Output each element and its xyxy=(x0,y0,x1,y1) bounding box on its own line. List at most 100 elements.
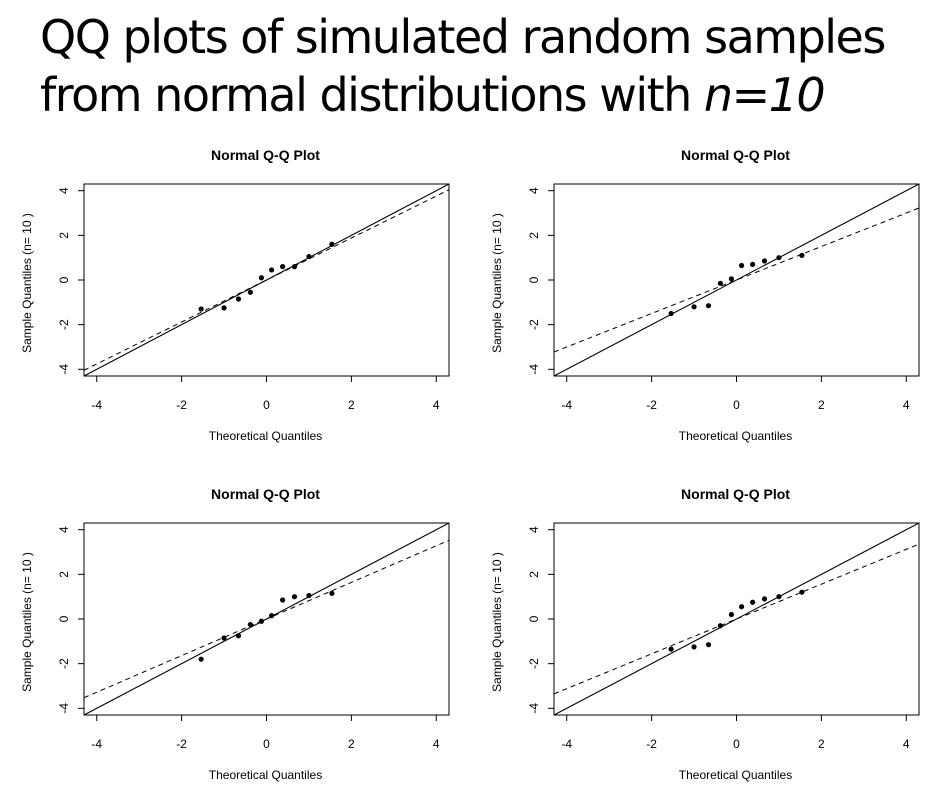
data-point xyxy=(717,623,723,629)
slide-title-line-1: QQ plots of simulated random samples xyxy=(40,10,886,64)
reference-line-dashed xyxy=(84,189,449,371)
x-tick-label: 0 xyxy=(263,737,270,751)
y-tick-label: 2 xyxy=(527,571,541,578)
plot-title: Normal Q-Q Plot xyxy=(211,147,320,163)
data-point xyxy=(691,644,697,650)
y-tick-label: 0 xyxy=(57,615,71,622)
plot-title: Normal Q-Q Plot xyxy=(681,486,790,502)
y-tick-label: -4 xyxy=(527,364,541,375)
data-point xyxy=(776,594,782,600)
data-point xyxy=(738,604,745,610)
y-tick-label: 0 xyxy=(527,615,541,622)
data-point xyxy=(728,611,735,618)
y-tick-label: 4 xyxy=(527,187,541,194)
data-point xyxy=(198,306,204,312)
y-tick-label: -4 xyxy=(527,703,541,714)
x-tick-label: 4 xyxy=(903,737,910,751)
y-axis-label: Sample Quantiles (n= 10 ) xyxy=(20,552,34,692)
data-point xyxy=(235,633,242,639)
data-point xyxy=(761,596,768,602)
data-point xyxy=(705,642,712,648)
qq-plot-panel-3: Normal Q-Q Plot -4 -2 0 2 4 -4 -2 0 2 4 Theoretical… xyxy=(20,486,450,782)
y-tick-label: -2 xyxy=(57,319,71,330)
x-tick-label: -4 xyxy=(91,737,102,751)
data-point xyxy=(799,252,805,259)
data-point xyxy=(329,590,335,596)
data-point xyxy=(705,303,712,309)
data-point xyxy=(761,258,768,264)
data-point xyxy=(306,253,312,260)
x-tick-label: -2 xyxy=(176,398,187,412)
y-tick-label: 4 xyxy=(57,187,71,194)
slide-title-line-2: from normal distributions with n=10 xyxy=(40,66,940,124)
data-point xyxy=(306,592,312,599)
data-point xyxy=(717,280,723,286)
x-tick-label: 0 xyxy=(733,398,740,412)
data-point xyxy=(329,241,335,247)
data-point xyxy=(750,261,756,267)
data-point xyxy=(668,646,674,652)
data-point xyxy=(235,296,242,302)
data-point xyxy=(247,289,253,295)
x-tick-label: 2 xyxy=(348,398,355,412)
data-point xyxy=(221,635,227,641)
data-point xyxy=(799,589,805,595)
x-tick-label: 0 xyxy=(733,737,740,751)
plot-title: Normal Q-Q Plot xyxy=(211,486,320,502)
y-tick-label: 2 xyxy=(527,232,541,239)
x-tick-label: -2 xyxy=(646,737,657,751)
y-tick-label: 4 xyxy=(527,526,541,533)
plot-title: Normal Q-Q Plot xyxy=(681,147,790,163)
x-axis-label: Theoretical Quantiles xyxy=(679,768,792,782)
x-tick-label: -2 xyxy=(646,398,657,412)
slide-title-emphasis: n=10 xyxy=(703,68,826,122)
y-axis-label: Sample Quantiles (n= 10 ) xyxy=(490,552,504,692)
x-tick-label: 4 xyxy=(903,398,910,412)
data-point xyxy=(258,275,265,281)
y-tick-label: -2 xyxy=(57,658,71,669)
reference-line-solid xyxy=(84,184,449,376)
data-point xyxy=(738,262,745,269)
data-point xyxy=(668,310,674,317)
y-axis-label: Sample Quantiles (n= 10 ) xyxy=(20,213,34,353)
data-point xyxy=(247,621,253,628)
x-tick-label: 0 xyxy=(263,398,270,412)
x-tick-label: -4 xyxy=(561,737,572,751)
reference-line-solid xyxy=(554,184,919,376)
x-tick-label: -4 xyxy=(91,398,102,412)
x-tick-label: 2 xyxy=(818,737,825,751)
x-axis-label: Theoretical Quantiles xyxy=(209,429,322,443)
y-tick-label: 2 xyxy=(57,232,71,239)
reference-line-dashed xyxy=(554,543,919,695)
reference-line-dashed xyxy=(554,207,919,353)
data-point xyxy=(268,267,275,273)
slide-title: QQ plots of simulated random samples fro… xyxy=(40,8,940,124)
y-tick-label: -2 xyxy=(527,319,541,330)
y-tick-label: -2 xyxy=(527,658,541,669)
qq-plot-panel-1: Normal Q-Q Plot -4 -2 0 2 4 -4 -2 0 2 4 Theoretical… xyxy=(20,147,450,443)
x-tick-label: 2 xyxy=(818,398,825,412)
y-tick-label: -4 xyxy=(57,364,71,375)
data-point xyxy=(280,264,286,270)
y-tick-label: 0 xyxy=(527,276,541,283)
y-tick-label: 0 xyxy=(57,276,71,283)
slide-title-line-2-prefix: from normal distributions with xyxy=(40,68,704,122)
y-tick-label: 4 xyxy=(57,526,71,533)
reference-line-solid xyxy=(554,523,919,715)
data-point xyxy=(280,597,286,603)
data-point xyxy=(728,276,735,282)
data-point xyxy=(776,255,782,261)
x-tick-label: -4 xyxy=(561,398,572,412)
data-point xyxy=(291,264,298,270)
x-tick-label: -2 xyxy=(176,737,187,751)
qq-plot-panel-4: Normal Q-Q Plot -4 -2 0 2 4 -4 -2 0 2 4 Theoretical… xyxy=(490,486,920,782)
data-point xyxy=(291,594,298,600)
qq-plot-panel-2: Normal Q-Q Plot -4 -2 0 2 4 -4 -2 0 2 4 Theoretical… xyxy=(490,147,920,443)
data-point xyxy=(750,599,756,605)
x-tick-label: 2 xyxy=(348,737,355,751)
data-point xyxy=(221,305,227,311)
x-axis-label: Theoretical Quantiles xyxy=(679,429,792,443)
y-tick-label: 2 xyxy=(57,571,71,578)
data-point xyxy=(268,613,275,619)
